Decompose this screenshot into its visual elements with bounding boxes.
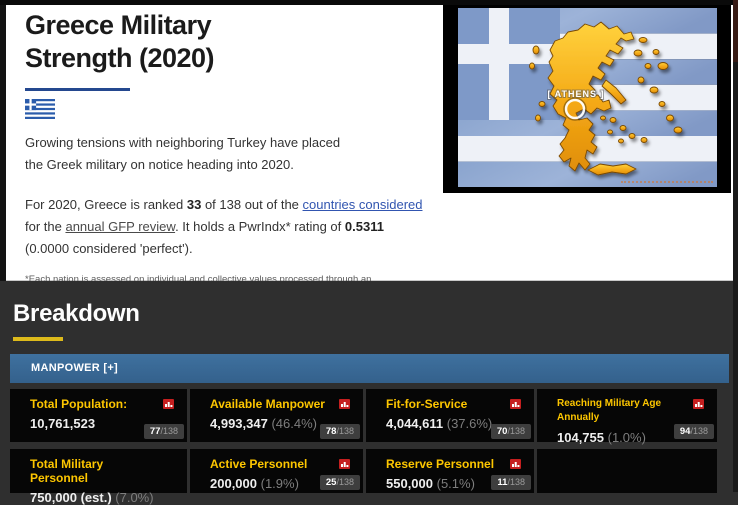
stat-percent: (7.0%): [111, 490, 154, 505]
stat-value: 200,000: [210, 476, 257, 491]
map-flag-background: [ ATHENS ]: [458, 8, 717, 187]
stat-reserve-personnel: Reserve Personnel 550,000 (5.1%) 11/138: [366, 449, 534, 493]
rank-total: /138: [160, 426, 178, 436]
stat-percent: (46.4%): [267, 416, 317, 431]
greece-map: [ ATHENS ]: [443, 5, 731, 193]
breakdown-title: Breakdown: [13, 300, 140, 327]
rank-value: 78: [325, 426, 337, 437]
stat-percent: (1.0%): [604, 430, 646, 445]
breakdown-underline: [13, 337, 63, 341]
bar-chart-icon[interactable]: [339, 396, 350, 409]
stat-value: 104,755: [557, 430, 604, 445]
ranking-segment: For 2020, Greece is ranked: [25, 197, 187, 212]
top-border-strip: [0, 0, 738, 5]
pwrindx-value: 0.5311: [344, 219, 384, 234]
bar-chart-icon[interactable]: [510, 396, 521, 409]
left-border-strip: [0, 5, 6, 281]
stat-available-manpower: Available Manpower 4,993,347 (46.4%) 78/…: [190, 389, 363, 442]
breakdown-section: Breakdown MANPOWER [+] Total Population:…: [0, 281, 738, 505]
rank-total: /138: [336, 426, 354, 436]
rank-total: /138: [336, 477, 354, 487]
rank-value: 70: [496, 426, 508, 437]
stat-label: Total Population:: [30, 397, 128, 411]
bar-chart-icon[interactable]: [339, 456, 350, 469]
greece-flag-icon: [25, 99, 55, 119]
bar-chart-icon[interactable]: [510, 456, 521, 469]
stat-empty-cell: [537, 449, 717, 493]
greece-landmass: [529, 21, 683, 176]
stat-value: 4,044,611: [386, 416, 444, 431]
stat-percent: (5.1%): [433, 476, 475, 491]
map-credit-watermark: [621, 181, 713, 183]
bar-chart-icon[interactable]: [693, 396, 704, 409]
ranking-text: For 2020, Greece is ranked 33 of 138 out…: [25, 194, 431, 260]
page-title: Greece Military Strength (2020): [25, 10, 215, 73]
stat-total-population: Total Population: 10,761,523 77/138: [10, 389, 187, 442]
intro-text: Growing tensions with neighboring Turkey…: [25, 135, 341, 172]
stat-fit-for-service: Fit-for-Service 4,044,611 (37.6%) 70/138: [366, 389, 534, 442]
bar-chart-icon[interactable]: [163, 396, 174, 409]
rank-badge[interactable]: 70/138: [490, 424, 531, 439]
rank-number: 33: [186, 197, 202, 212]
stat-label: Active Personnel: [210, 457, 308, 471]
title-underline: [25, 88, 130, 91]
ranking-segment: (0.0000 considered 'perfect').: [25, 241, 193, 256]
stat-active-personnel: Active Personnel 200,000 (1.9%) 25/138: [190, 449, 363, 493]
athens-label: [ ATHENS ]: [548, 89, 605, 99]
stat-percent: (1.9%): [257, 476, 299, 491]
rank-value: 94: [679, 426, 691, 437]
rank-badge[interactable]: 77/138: [143, 424, 184, 439]
rank-value: 25: [325, 477, 337, 488]
stat-reaching-military-age: Reaching Military Age Annually 104,755 (…: [537, 389, 717, 445]
gfp-review-link[interactable]: annual GFP review: [65, 219, 176, 234]
country-overview-panel: Greece Military Strength (2020) Growing …: [6, 5, 733, 311]
stat-percent: (37.6%): [443, 416, 493, 431]
rank-total: /138: [507, 477, 525, 487]
rank-total: /138: [507, 426, 525, 436]
manpower-section-header[interactable]: MANPOWER [+]: [10, 354, 729, 383]
stat-value: 10,761,523: [30, 416, 96, 431]
athens-marker: [564, 98, 586, 120]
rank-value: 11: [497, 477, 508, 488]
rank-badge[interactable]: 25/138: [319, 475, 360, 490]
rank-badge[interactable]: 11/138: [491, 475, 531, 490]
countries-considered-link[interactable]: countries considered: [302, 197, 423, 212]
ranking-segment: . It holds a PwrIndx* rating of: [175, 219, 345, 234]
rank-badge[interactable]: 78/138: [319, 424, 360, 439]
ranking-segment: for the: [25, 219, 66, 234]
window-edge-artifact: [733, 0, 738, 492]
rank-total: /138: [690, 426, 708, 436]
stats-grid: Total Population: 10,761,523 77/138 Avai…: [10, 389, 717, 505]
stat-label: Reaching Military Age Annually: [557, 398, 662, 423]
stat-total-military-personnel: Total Military Personnel 750,000 (est.) …: [10, 449, 187, 505]
stat-value: 550,000: [386, 476, 433, 491]
manpower-header-label: MANPOWER [+]: [31, 362, 119, 374]
stat-label: Reserve Personnel: [386, 457, 495, 471]
stat-value: 750,000 (est.): [30, 490, 112, 505]
stat-label: Available Manpower: [210, 397, 325, 411]
stat-label: Fit-for-Service: [386, 397, 468, 411]
rank-value: 77: [149, 426, 161, 437]
stat-value: 4,993,347: [210, 416, 268, 431]
ranking-segment: of 138 out of the: [201, 197, 303, 212]
rank-badge[interactable]: 94/138: [673, 424, 714, 439]
stat-label: Total Military Personnel: [30, 457, 104, 485]
